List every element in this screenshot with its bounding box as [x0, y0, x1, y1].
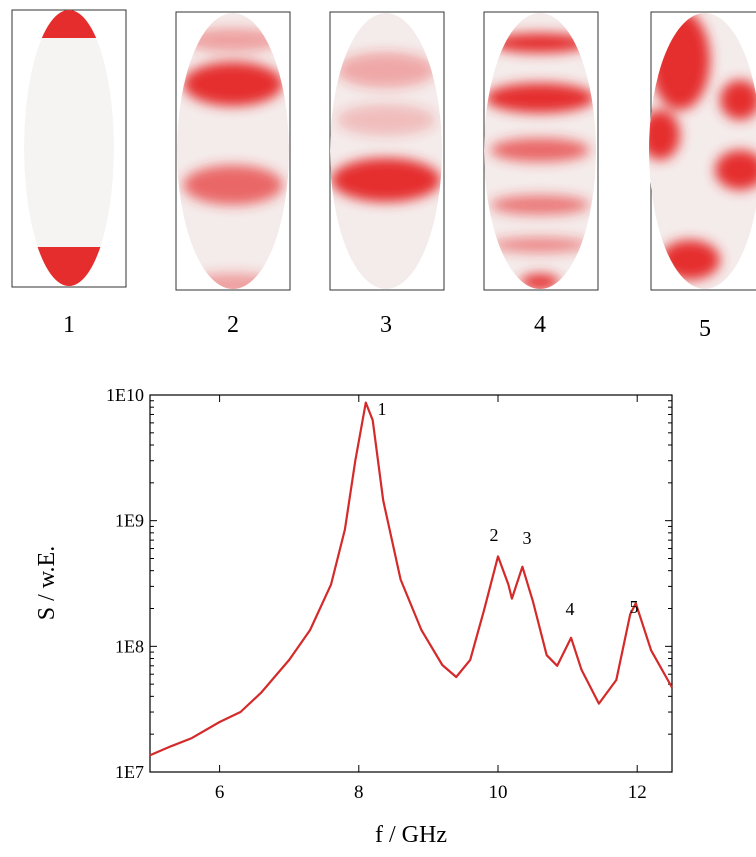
x-tick-label: 6	[215, 782, 225, 803]
mode-label: 2	[227, 312, 239, 338]
y-tick-label: 1E7	[115, 762, 144, 782]
plot-frame	[149, 394, 673, 773]
line	[149, 401, 673, 757]
peak-label: 4	[566, 599, 575, 619]
peak-label: 5	[630, 597, 639, 617]
y-axis-label: S / w.E.	[34, 546, 60, 620]
y-tick-label: 1E8	[115, 636, 144, 656]
x-tick-label: 8	[354, 782, 364, 803]
x-axis-label: f / GHz	[375, 822, 447, 848]
mode-label: 3	[380, 312, 392, 338]
mode-images	[11, 9, 756, 291]
peak-label: 1	[378, 399, 387, 419]
peak-label: 2	[490, 525, 499, 545]
y-tick-label: 1E9	[115, 511, 144, 531]
x-tick-label: 10	[489, 782, 508, 803]
y-tick-label: 1E10	[106, 385, 144, 405]
peak-label: 3	[523, 528, 532, 548]
mode-label: 4	[534, 312, 546, 338]
mode-label: 5	[699, 316, 711, 342]
x-tick-label: 12	[628, 782, 647, 803]
mode-label: 1	[63, 312, 75, 338]
